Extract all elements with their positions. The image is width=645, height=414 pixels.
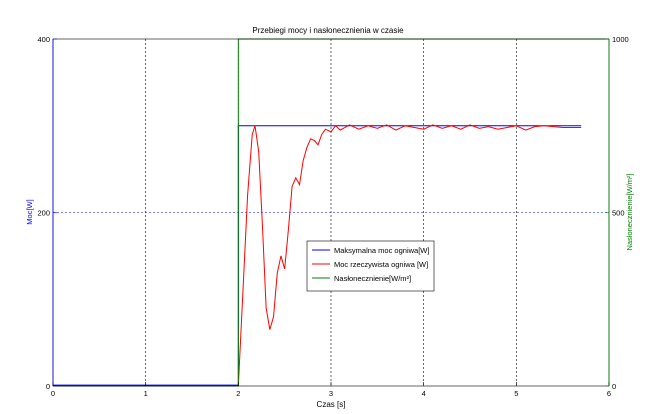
x-tick-label: 2 xyxy=(236,389,240,398)
x-tick-label: 0 xyxy=(51,389,55,398)
right-y-tick-label: 1000 xyxy=(612,35,629,44)
left-y-axis-label: Moc[W] xyxy=(25,199,34,224)
grid xyxy=(53,39,609,386)
legend-label-3: Nasłonecznienie[W/m²] xyxy=(334,274,411,283)
left-y-tick-label: 0 xyxy=(46,382,50,391)
x-tick-label: 6 xyxy=(607,389,611,398)
series-line-2 xyxy=(53,124,582,387)
legend-box xyxy=(306,240,435,292)
x-tick-label: 1 xyxy=(144,389,148,398)
right-y-axis-label: Nasłonecznienie[W/m²] xyxy=(625,173,634,250)
legend-label-1: Maksymalna moc ogniwa[W] xyxy=(334,246,429,255)
legend-label-2: Moc rzeczywista ogniwa [W] xyxy=(334,260,428,269)
right-y-tick-label: 0 xyxy=(612,382,616,391)
x-axis-label: Czas [s] xyxy=(317,400,346,409)
left-y-tick-label: 400 xyxy=(37,35,50,44)
x-tick-label: 5 xyxy=(514,389,518,398)
legend: Maksymalna moc ogniwa[W] Moc rzeczywista … xyxy=(306,240,435,292)
x-tick-label: 3 xyxy=(329,389,333,398)
left-y-tick-label: 200 xyxy=(37,209,50,218)
right-y-tick-label: 500 xyxy=(612,209,625,218)
x-tick-label: 4 xyxy=(422,389,426,398)
chart-title: Przebiegi mocy i nasłonecznienia w czasi… xyxy=(252,26,404,35)
